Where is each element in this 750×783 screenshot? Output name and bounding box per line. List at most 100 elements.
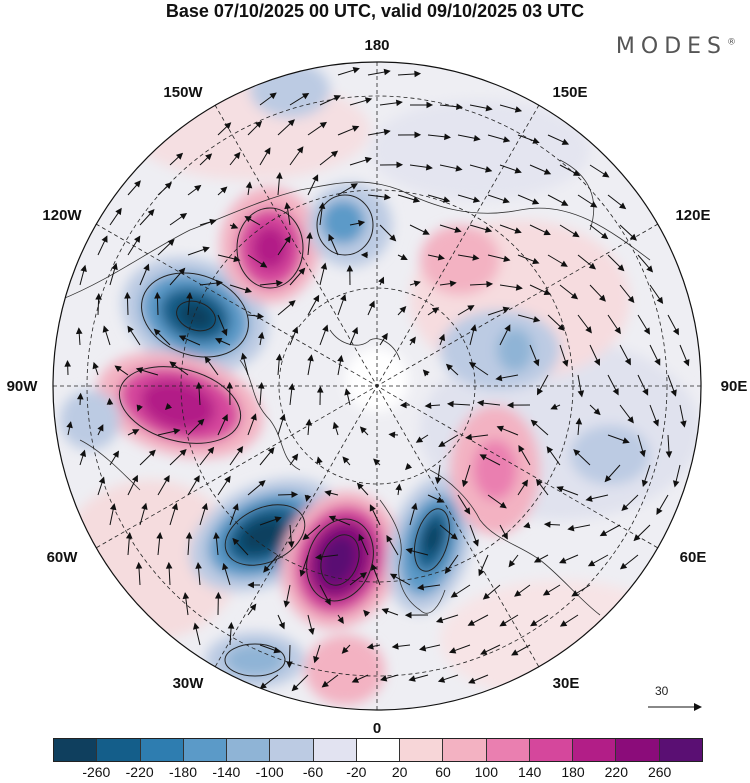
wind-arrow-head [395, 483, 402, 491]
wind-arrow-head [496, 425, 504, 432]
wind-arrow-head [472, 539, 479, 547]
wind-arrow-head [227, 621, 235, 629]
wind-arrow-head [257, 381, 265, 389]
wind-arrow-head [342, 456, 350, 464]
colorbar-tick-label: -20 [346, 764, 367, 780]
wind-arrow-head [381, 332, 388, 341]
wind-arrow-head [536, 478, 543, 487]
wind-arrow-head [480, 648, 488, 655]
wind-arrow-head [224, 122, 232, 130]
wind-arrow-head [341, 646, 349, 654]
wind-arrow-head [621, 504, 629, 512]
wind-arrow-head [409, 336, 416, 344]
label-120w: 120W [42, 207, 82, 224]
wind-arrow-head [267, 447, 275, 455]
wind-arrow-head [255, 120, 263, 128]
wind-arrow-head [468, 361, 477, 369]
wind-arrow-head [226, 381, 234, 389]
colorbar-tick-label: -140 [212, 764, 241, 780]
wind-arrow-head [291, 453, 299, 461]
wind-arrow-head [530, 619, 538, 627]
wind-arrow-head [165, 561, 173, 569]
wind-arrow-head [148, 449, 156, 457]
wind-arrow-head [378, 276, 385, 285]
wind-arrow-head [291, 326, 299, 334]
wind-arrow-head [259, 682, 267, 690]
wind-arrow-head [321, 680, 329, 688]
wind-arrow-head [132, 429, 140, 436]
wind-arrow-head [389, 573, 398, 580]
wind-arrow-head [156, 531, 163, 539]
wind-arrow-head [472, 196, 481, 203]
wind-arrow-head [404, 611, 412, 619]
wind-arrow-head [134, 180, 141, 188]
wind-arrow-head [414, 70, 422, 78]
wind-arrow-head [186, 291, 193, 299]
wind-arrow-head [230, 222, 239, 229]
wind-arrow-head [511, 649, 519, 656]
wind-arrow-head [515, 284, 523, 291]
wind-arrow-head [400, 254, 408, 260]
wind-arrow-head [665, 451, 673, 459]
wind-arrow-head [436, 496, 444, 503]
wind-arrow-head [175, 152, 184, 160]
wind-arrow-head [259, 261, 268, 268]
label-90e: 90E [721, 378, 748, 395]
wind-arrow-head [233, 151, 241, 160]
wind-arrow-head [340, 293, 347, 302]
wind-arrow-head [639, 449, 646, 458]
wind-arrow-head [307, 354, 314, 362]
wind-arrow-head [484, 226, 493, 233]
wind-arrow-head [612, 388, 619, 396]
wind-arrow-head [351, 676, 360, 683]
wind-arrow-head [313, 294, 320, 303]
wind-arrow-head [236, 445, 244, 454]
wind-arrow-head [131, 474, 138, 483]
wind-arrow-head [627, 295, 635, 304]
wind-arrow-head [504, 324, 511, 332]
wind-arrow-head [561, 138, 570, 145]
label-60w: 60W [47, 549, 79, 566]
wind-arrow-head [618, 202, 627, 210]
label-30w: 30W [173, 675, 205, 692]
wind-arrow-head [291, 684, 299, 692]
reference-vector-label: 30 [655, 684, 669, 698]
wind-arrow-head [371, 563, 378, 571]
wind-arrow-head [567, 524, 575, 532]
wind-arrow-head [386, 535, 393, 543]
wind-arrow-head [502, 306, 510, 313]
wind-arrow-head [413, 280, 421, 287]
wind-arrow-head [434, 477, 442, 485]
wind-arrow-head [79, 449, 87, 457]
wind-arrow-head [412, 196, 421, 203]
wind-arrow-head [357, 220, 366, 227]
wind-arrow-head [449, 280, 457, 287]
wind-arrow-head [533, 556, 542, 563]
wind-arrow-head [572, 230, 580, 238]
wind-arrow-head [154, 291, 161, 299]
wind-arrow-head [291, 491, 299, 498]
wind-arrow-head [486, 280, 494, 288]
wind-arrow-head [646, 265, 654, 273]
wind-arrow-head [216, 279, 223, 287]
wind-arrow-head [143, 263, 150, 272]
wind-arrow-head [179, 212, 188, 220]
wind-arrow-head [77, 392, 84, 400]
wind-arrow-head [414, 131, 422, 139]
colorbar-segment [659, 739, 702, 761]
anomaly-field [53, 62, 701, 710]
label-0: 0 [373, 720, 381, 737]
wind-arrow-head [438, 333, 446, 342]
wind-arrow-head [301, 92, 310, 100]
wind-arrow-head [284, 202, 291, 210]
wind-arrow-head [214, 337, 223, 345]
wind-arrow-head [257, 312, 265, 320]
colorbar-segment [97, 739, 141, 761]
label-180: 180 [364, 37, 389, 54]
wind-arrow-head [508, 560, 516, 568]
wind-arrow-head [543, 521, 551, 528]
wind-arrow-head [444, 133, 451, 141]
wind-arrow-head [97, 424, 104, 432]
wind-arrow-head [249, 603, 257, 611]
wind-arrow-head [422, 369, 430, 377]
